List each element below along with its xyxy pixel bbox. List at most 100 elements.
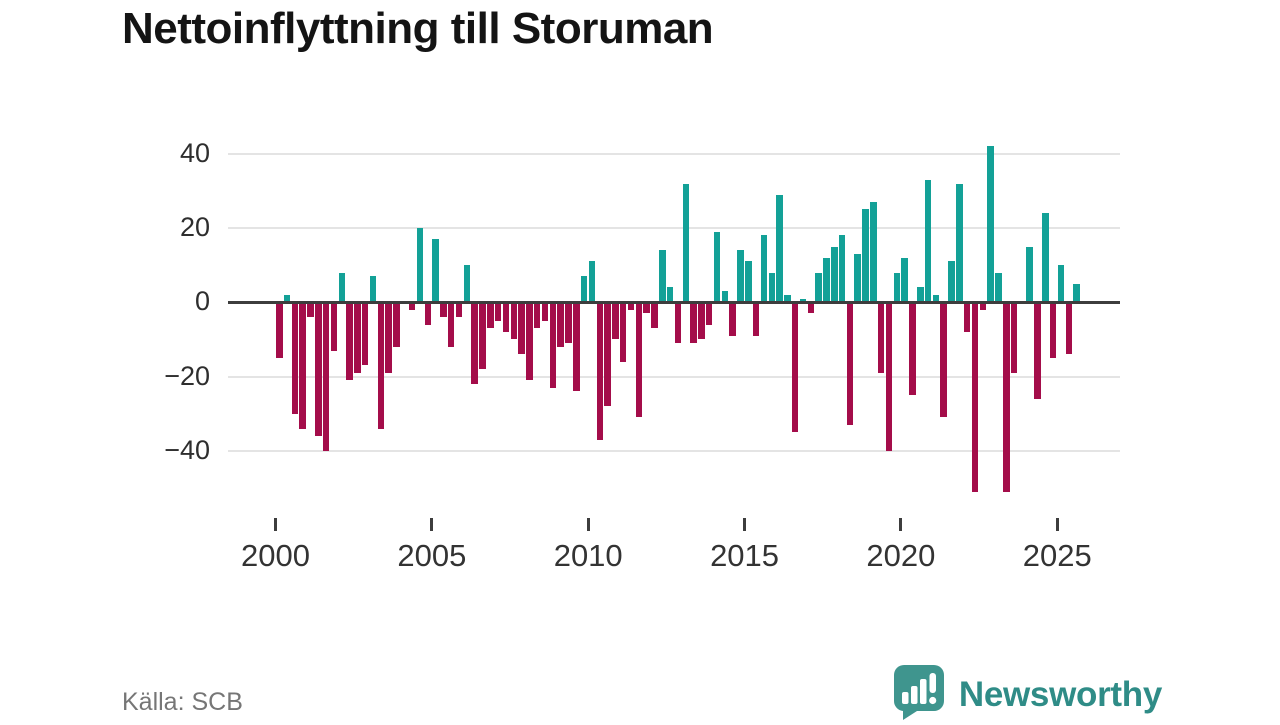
bar-2004Q4 bbox=[424, 302, 432, 325]
gridline-40 bbox=[228, 152, 1120, 155]
gridline-20 bbox=[228, 227, 1120, 230]
bar-2017Q4 bbox=[831, 246, 838, 303]
bar-2009Q1 bbox=[557, 302, 564, 347]
bar-2021Q1 bbox=[932, 294, 940, 303]
bar-2012Q2 bbox=[659, 250, 666, 303]
bar-2010Q3 bbox=[604, 302, 611, 407]
bar-2003Q3 bbox=[385, 302, 392, 373]
bar-2018Q3 bbox=[854, 254, 861, 303]
x-axis-tick-2010 bbox=[586, 518, 590, 531]
bar-2011Q3 bbox=[635, 302, 643, 418]
newsworthy-wordmark: Newsworthy bbox=[958, 674, 1162, 714]
bar-2002Q2 bbox=[346, 302, 353, 381]
bar-2014Q1 bbox=[713, 231, 721, 303]
bar-2009Q4 bbox=[580, 276, 588, 303]
bar-2007Q3 bbox=[510, 302, 518, 340]
bar-2008Q4 bbox=[549, 302, 557, 388]
bar-2006Q1 bbox=[463, 265, 471, 303]
bar-2005Q3 bbox=[447, 302, 455, 347]
gridline--40 bbox=[228, 449, 1120, 452]
bar-2007Q4 bbox=[518, 302, 525, 355]
bar-2016Q4 bbox=[799, 298, 807, 303]
bar-2024Q1 bbox=[1026, 246, 1033, 303]
x-axis-tick-2025 bbox=[1055, 518, 1059, 531]
gridline--20 bbox=[228, 375, 1120, 378]
bar-2002Q4 bbox=[361, 302, 369, 366]
bar-2016Q3 bbox=[791, 302, 799, 433]
bar-2022Q4 bbox=[987, 146, 994, 303]
bar-2019Q3 bbox=[885, 302, 893, 451]
bar-2008Q3 bbox=[541, 302, 549, 321]
bar-2015Q4 bbox=[768, 272, 775, 303]
bar-2005Q2 bbox=[440, 302, 447, 318]
bar-2020Q3 bbox=[917, 287, 924, 303]
bar-2017Q3 bbox=[823, 257, 830, 303]
bar-2024Q3 bbox=[1042, 213, 1049, 303]
bar-2005Q4 bbox=[455, 302, 463, 318]
bar-2002Q3 bbox=[354, 302, 361, 373]
bar-2005Q1 bbox=[432, 239, 439, 303]
bar-2000Q2 bbox=[283, 294, 291, 303]
bar-2022Q1 bbox=[963, 302, 971, 332]
bar-2009Q3 bbox=[573, 302, 580, 392]
bar-2023Q2 bbox=[1003, 302, 1010, 492]
bar-2017Q2 bbox=[815, 272, 822, 303]
bar-2000Q4 bbox=[299, 302, 306, 429]
bar-2014Q3 bbox=[729, 302, 736, 336]
x-axis-year-label-2005: 2005 bbox=[397, 538, 467, 573]
bar-2006Q3 bbox=[479, 302, 486, 370]
bar-2012Q1 bbox=[651, 302, 658, 329]
bar-2016Q2 bbox=[784, 294, 791, 303]
source-label: Källa: SCB bbox=[122, 688, 243, 716]
bar-2010Q4 bbox=[612, 302, 619, 340]
bar-2010Q2 bbox=[596, 302, 604, 440]
zero-axis-line bbox=[228, 300, 1120, 304]
bar-2023Q3 bbox=[1010, 302, 1018, 373]
bar-2020Q4 bbox=[924, 179, 932, 303]
bar-2013Q4 bbox=[705, 302, 713, 325]
x-axis-tick-2005 bbox=[430, 518, 434, 531]
bar-2022Q2 bbox=[971, 302, 979, 492]
y-axis-label-20: 20 bbox=[179, 212, 210, 243]
newsworthy-brand: Newsworthy bbox=[893, 664, 1162, 725]
bar-2012Q4 bbox=[674, 302, 682, 344]
bar-2001Q1 bbox=[307, 302, 314, 318]
bar-2020Q2 bbox=[909, 302, 916, 396]
bar-2000Q3 bbox=[291, 302, 299, 414]
bar-2000Q1 bbox=[276, 302, 283, 358]
x-axis-tick-2020 bbox=[899, 518, 903, 531]
x-axis-year-label-2015: 2015 bbox=[710, 538, 780, 573]
bar-2011Q1 bbox=[619, 302, 627, 362]
bar-2021Q3 bbox=[948, 261, 955, 303]
bar-2015Q1 bbox=[745, 261, 752, 303]
bar-2006Q4 bbox=[487, 302, 494, 329]
bar-2018Q1 bbox=[838, 235, 846, 303]
bar-2009Q2 bbox=[565, 302, 572, 344]
bar-chart-area: 40 20 0 −20 −40 2000 2005 2010 2015 2020 2025 bbox=[164, 138, 1120, 585]
bar-2013Q1 bbox=[682, 183, 689, 303]
bar-2024Q4 bbox=[1049, 302, 1057, 358]
y-axis-label--20: −20 bbox=[164, 360, 210, 391]
bar-2025Q1 bbox=[1057, 265, 1065, 303]
bar-2004Q3 bbox=[416, 228, 424, 303]
bar-2002Q1 bbox=[338, 272, 346, 303]
bar-2010Q1 bbox=[588, 261, 596, 303]
bar-2007Q2 bbox=[502, 302, 510, 332]
bar-2001Q4 bbox=[330, 302, 338, 351]
bar-2008Q2 bbox=[533, 302, 541, 329]
bar-2003Q4 bbox=[393, 302, 400, 347]
bar-2023Q1 bbox=[995, 272, 1002, 303]
bar-2018Q4 bbox=[862, 209, 869, 303]
bar-2001Q2 bbox=[315, 302, 322, 436]
bar-2014Q2 bbox=[721, 291, 729, 303]
bar-2003Q1 bbox=[369, 276, 377, 303]
bar-2015Q3 bbox=[760, 235, 768, 303]
bar-2011Q4 bbox=[643, 302, 650, 314]
bar-2001Q3 bbox=[322, 302, 330, 451]
bar-2020Q1 bbox=[901, 257, 908, 303]
bar-2013Q2 bbox=[690, 302, 697, 344]
bar-2004Q2 bbox=[408, 302, 416, 310]
bar-2006Q2 bbox=[471, 302, 478, 384]
newsworthy-logo-icon bbox=[893, 664, 945, 725]
